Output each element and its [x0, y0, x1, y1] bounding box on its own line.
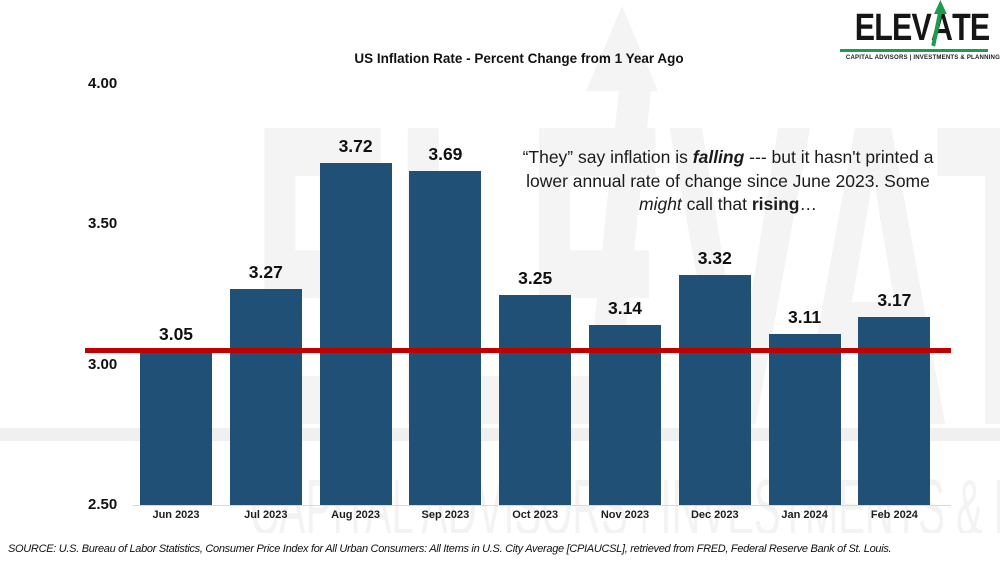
bar-value-label: 3.72: [338, 135, 373, 156]
logo-text-suffix: TE: [952, 7, 990, 49]
annotation-line: “They” say inflation is falling --- but …: [492, 146, 964, 170]
x-axis-category-label: Feb 2024: [870, 509, 918, 521]
bar: [589, 325, 661, 505]
bar: [319, 162, 392, 505]
x-axis-category-label: Aug 2023: [331, 509, 381, 521]
x-axis-category-label: Oct 2023: [512, 509, 559, 521]
x-axis-category-label: Jul 2023: [244, 509, 288, 521]
bar: [858, 316, 931, 505]
annotation-segment: --- but it hasn't printed a: [744, 147, 934, 167]
bar-value-label: 3.11: [788, 306, 822, 327]
x-axis-line: [133, 505, 951, 506]
source-note: SOURCE: U.S. Bureau of Labor Statistics,…: [0, 533, 1000, 562]
chart-title: US Inflation Rate - Percent Change from …: [354, 51, 684, 66]
bar-value-label: 3.69: [428, 144, 463, 164]
logo-green-rule: [840, 49, 988, 52]
bar-value-label: 3.05: [158, 323, 194, 344]
y-axis-tick-label: 3.50: [88, 215, 118, 233]
bar: [768, 333, 841, 505]
bar-value-label: 3.14: [607, 298, 643, 319]
bar-value-label: 3.27: [248, 261, 283, 282]
annotation-segment: “They” say inflation is: [522, 147, 693, 167]
logo-arrow-icon: [931, 0, 947, 47]
bar: [409, 171, 482, 505]
annotation-line: might call that rising…: [492, 193, 964, 217]
y-axis-tick-label: 2.50: [88, 496, 118, 513]
annotation-segment: might: [639, 194, 682, 214]
annotation-segment: falling: [692, 147, 745, 167]
y-axis-tick-label: 4.00: [88, 75, 118, 92]
x-axis-category-label: Sep 2023: [421, 509, 470, 521]
x-axis-category-label: Jan 2024: [781, 509, 828, 521]
annotation-segment: call that: [681, 194, 752, 214]
x-axis-category-label: Dec 2023: [690, 509, 739, 521]
logo-tagline: CAPITAL ADVISORS | INVESTMENTS & PLANNIN…: [845, 54, 1000, 61]
logo-letter-a: A: [931, 0, 953, 47]
bar: [499, 294, 572, 505]
annotation-segment: rising: [751, 194, 800, 214]
reference-line: [85, 348, 951, 354]
annotation-line: lower annual rate of change since June 2…: [492, 170, 964, 194]
annotation-text: “They” say inflation is falling --- but …: [492, 146, 964, 217]
bar: [229, 288, 302, 505]
y-axis-tick-label: 3.00: [88, 355, 118, 373]
logo-text-prefix: ELEV: [854, 7, 932, 49]
x-axis-category-label: Nov 2023: [600, 509, 650, 521]
bar-value-label: 3.25: [518, 267, 553, 288]
annotation-segment: …: [799, 194, 818, 214]
bar-value-label: 3.17: [877, 289, 912, 310]
watermark-arrow-icon: [586, 6, 658, 91]
bar-value-label: 3.32: [697, 247, 732, 268]
company-logo: ELEVA TE CAPITAL ADVISORS | INVESTMENTS &…: [840, 0, 1000, 61]
annotation-segment: lower annual rate of change since June 2…: [526, 170, 930, 191]
logo-wordmark: ELEVA TE: [854, 0, 990, 49]
bar: [678, 274, 751, 505]
x-axis-category-label: Jun 2023: [152, 509, 200, 521]
bar: [140, 350, 212, 505]
